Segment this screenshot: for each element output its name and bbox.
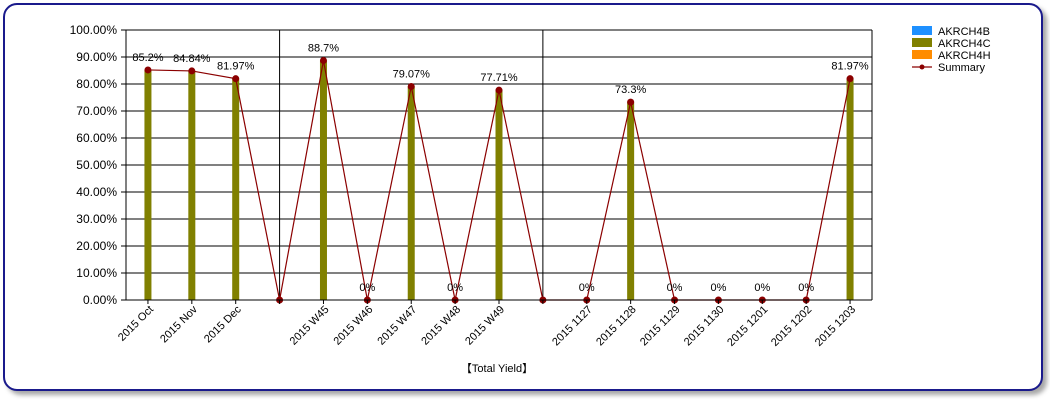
bar-akrch4c (232, 78, 240, 300)
data-label: 0% (447, 282, 463, 294)
data-labels: 85.2% 84.84% 81.97% 88.7% 0% 79.07% 0% 77.71% 0%… (132, 43, 869, 294)
legend-label: AKRCH4C (938, 38, 991, 50)
y-tick-label: 0.00% (83, 293, 117, 307)
bars (144, 60, 854, 301)
chart-frame (3, 3, 1043, 391)
y-tick-label: 60.00% (76, 131, 117, 145)
y-tick-label: 40.00% (76, 185, 117, 199)
x-tick-label: 2015 1201 (725, 304, 770, 349)
y-tick-label: 30.00% (76, 212, 117, 226)
summary-point (144, 66, 152, 74)
data-label: 0% (798, 282, 814, 294)
bar-akrch4c (319, 60, 327, 301)
data-label: 0% (579, 282, 595, 294)
summary-point (627, 98, 635, 106)
x-tick-label: 2015 Dec (202, 303, 244, 345)
data-label: 81.97% (831, 61, 869, 73)
bar-akrch4c (407, 86, 415, 300)
summary-point (407, 83, 415, 91)
data-label: 85.2% (132, 52, 163, 64)
legend-swatch (912, 38, 932, 47)
data-label: 88.7% (308, 43, 339, 55)
x-axis-title: 【Total Yield】 (461, 362, 533, 375)
data-label: 77.71% (480, 72, 518, 84)
x-tick-label: 2015 1128 (594, 304, 639, 349)
x-axis-ticks: 2015 Oct 2015 Nov 2015 Dec 2015 W45 2015 W46… (116, 300, 858, 349)
bar-akrch4c (627, 102, 635, 300)
data-label: 0% (667, 282, 683, 294)
y-tick-label: 50.00% (76, 158, 117, 172)
y-tick-label: 100.00% (70, 23, 118, 37)
legend-label: AKRCH4B (938, 26, 990, 38)
data-label: 79.07% (393, 69, 431, 81)
bar-akrch4c (495, 90, 503, 300)
data-label: 0% (359, 282, 375, 294)
x-tick-label: 2015 W49 (463, 304, 507, 348)
summary-point (846, 75, 854, 83)
x-tick-label: 2015 W47 (375, 304, 419, 348)
x-tick-label: 2015 W48 (419, 304, 463, 348)
data-label: 73.3% (615, 84, 646, 96)
x-tick-label: 2015 W46 (332, 304, 376, 348)
legend-swatch (912, 50, 932, 59)
legend-swatch (912, 26, 932, 35)
x-tick-label: 2015 1130 (682, 304, 727, 349)
axes (125, 30, 873, 301)
summary-point (495, 86, 503, 94)
y-axis-ticks: 0.00% 10.00% 20.00% 30.00% 40.00% 50.00% 60.00… (70, 23, 126, 307)
bar-akrch4c (188, 70, 196, 300)
summary-point (188, 67, 196, 75)
x-tick-label: 2015 1127 (550, 304, 595, 349)
legend-label: AKRCH4H (938, 50, 991, 62)
y-tick-label: 70.00% (76, 104, 117, 118)
legend-label: Summary (938, 62, 986, 74)
x-tick-label: 2015 W45 (288, 304, 332, 348)
y-tick-label: 10.00% (76, 266, 117, 280)
x-tick-label: 2015 Oct (116, 304, 156, 344)
y-tick-label: 20.00% (76, 239, 117, 253)
x-tick-label: 2015 1129 (638, 304, 683, 349)
data-label: 0% (754, 282, 770, 294)
bar-akrch4c (144, 69, 152, 301)
data-label: 0% (710, 282, 726, 294)
legend-marker (919, 64, 925, 70)
section-separators (279, 30, 544, 300)
x-tick-label: 2015 Nov (158, 303, 200, 345)
y-tick-label: 90.00% (76, 50, 117, 64)
data-label: 81.97% (217, 61, 255, 73)
summary-point (232, 75, 240, 83)
y-tick-label: 80.00% (76, 77, 117, 91)
x-tick-label: 2015 1203 (813, 304, 858, 349)
bar-akrch4c (846, 78, 854, 300)
summary-point (319, 57, 327, 65)
data-label: 84.84% (173, 53, 211, 65)
x-tick-label: 2015 1202 (769, 304, 814, 349)
